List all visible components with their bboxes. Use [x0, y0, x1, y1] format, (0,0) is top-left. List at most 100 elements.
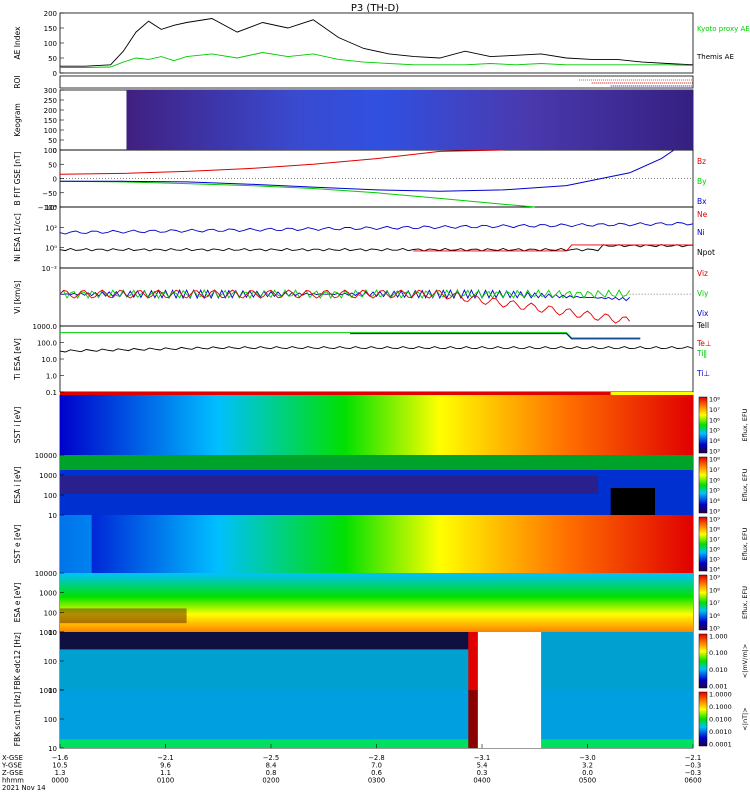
- density-ne-line: [413, 244, 693, 252]
- ytick-bfield: −100: [38, 204, 57, 212]
- esa-i-band: [610, 488, 656, 515]
- velocity-line: [59, 288, 631, 302]
- colorbar-tick: 0.0100: [709, 716, 732, 724]
- colorbar-tick: 10⁸: [709, 396, 720, 404]
- panel-roi: [59, 75, 694, 89]
- colorbar-tick: 0.010: [709, 666, 728, 674]
- xtick-label: −2.1: [157, 754, 174, 762]
- ytick-ae: 0: [53, 70, 57, 78]
- fbk-b-gap: [477, 690, 542, 748]
- ytick-density: 10²: [45, 224, 57, 232]
- xtick-label: −0.3: [685, 769, 702, 777]
- xtick-label: 9.6: [160, 762, 171, 770]
- esa-e-band: [60, 608, 187, 624]
- esa-i-band: [60, 476, 599, 494]
- ytick-esa_i: 10000: [35, 452, 57, 460]
- ytick-esa_e: 100: [44, 609, 57, 617]
- ytick-fbk_e: 1000: [39, 629, 57, 637]
- ytick-keogram: 150: [44, 117, 57, 125]
- colorbar-tick: 10⁵: [709, 427, 720, 435]
- colorbar-fbk_b: [698, 691, 708, 747]
- ytick-keogram: 250: [44, 97, 57, 105]
- velocity-line: [59, 289, 631, 300]
- velocity-line: [59, 289, 631, 324]
- xtick-label: −0.3: [685, 762, 702, 770]
- xtick-label: 0.8: [266, 769, 277, 777]
- colorbar-tick: 1.000: [709, 633, 728, 641]
- colorbar-tick: 10⁷: [709, 406, 720, 414]
- sst-e-spectrogram: [60, 515, 693, 573]
- ytick-temperature: 1.0: [46, 373, 57, 381]
- temperature-legend-entry: Ti‖: [696, 349, 707, 358]
- colorbar-tick: 10³: [709, 508, 720, 516]
- ytick-esa_e: 1000: [39, 590, 57, 598]
- colorbar-esa_i: [698, 456, 708, 514]
- ae-legend-entry: Kyoto proxy AE: [697, 25, 750, 33]
- plot-title: P3 (TH-D): [351, 3, 399, 14]
- bfield-legend-entry: Bz: [697, 157, 706, 166]
- ylabel-fbk_e: FBK edc12 [Hz]: [13, 632, 22, 690]
- temperature-ti-perp-line: [350, 333, 641, 340]
- colorbar-tick: 10⁶: [709, 546, 720, 554]
- density-legend-entry: Ni: [697, 228, 705, 237]
- colorbar-tick: 10⁹: [709, 516, 720, 524]
- colorbar-label: <|mV/m|>: [741, 644, 749, 679]
- ytick-keogram: 100: [44, 127, 57, 135]
- fbk-b-spectrogram: [60, 690, 693, 748]
- data-marks: [59, 18, 694, 748]
- colorbar-tick: 10⁵: [709, 487, 720, 495]
- ytick-bfield: 50: [48, 161, 57, 169]
- colorbar-label: Eflux, EFU: [741, 527, 749, 560]
- xtick-label: 0300: [368, 777, 385, 785]
- ylabel-temperature: Ti ESA [eV]: [13, 338, 22, 381]
- colorbar-tick: 10³: [709, 448, 720, 456]
- colorbar-tick: 10⁶: [709, 476, 720, 484]
- density-legend-entry: Npot: [697, 248, 715, 257]
- fbk-b-burst: [468, 690, 478, 748]
- bfield-legend-entry: Bx: [697, 197, 707, 206]
- colorbar-label: Eflux, EFU: [741, 468, 749, 501]
- colorbar-tick: 10⁸: [709, 586, 720, 594]
- bfield-series-line: [59, 180, 535, 208]
- xtick-label: −3.1: [474, 754, 491, 762]
- xtick-label: 8.4: [266, 762, 277, 770]
- status-bar: [60, 392, 611, 396]
- ylabel-roi: ROI: [13, 75, 22, 88]
- ylabel-keogram: Keogram: [13, 103, 22, 137]
- xtick-label: 0100: [157, 777, 174, 785]
- ytick-fbk_b: 100: [44, 716, 57, 724]
- colorbar-tick: 10⁵: [709, 556, 720, 564]
- fbk-b-band: [60, 739, 693, 748]
- colorbars: 10⁸ 10⁷ 10⁶ 10⁵ 10⁴ 10³ Eflux, EFU 10⁸ 10⁷ 10⁶ 10⁵…: [698, 396, 749, 749]
- fbk-e-burst: [468, 632, 478, 690]
- ytick-keogram: 50: [48, 137, 57, 145]
- ytick-keogram: 300: [44, 87, 57, 95]
- ytick-bfield: 0: [53, 176, 57, 184]
- xaxis-row-label: X-GSE: [2, 754, 23, 762]
- ytick-ae: 100: [44, 40, 57, 48]
- ytick-fbk_b: 10: [48, 745, 57, 753]
- colorbar-label: Eflux, EFU: [741, 408, 749, 441]
- xtick-label: −2.1: [685, 754, 702, 762]
- colorbar-tick: 10⁷: [709, 466, 720, 474]
- bfield-series-line: [59, 149, 504, 175]
- colorbar-label: <|nT|>: [741, 707, 749, 730]
- xtick-label: 0400: [473, 777, 490, 785]
- ytick-keogram: 200: [44, 107, 57, 115]
- ylabel-sst_i: SST i [eV]: [13, 407, 22, 444]
- xtick-label: 5.4: [477, 762, 488, 770]
- xaxis-row-label: 2021 Nov 14: [2, 784, 46, 792]
- ylabel-velocity: Vi [km/s]: [13, 280, 22, 313]
- ytick-fbk_e: 100: [44, 658, 57, 666]
- temperature-ti-par-line: [60, 332, 641, 339]
- ytick-esa_e: 10: [48, 629, 57, 637]
- fbk-e-band: [60, 632, 472, 650]
- colorbar-fbk_e: [698, 633, 708, 689]
- xtick-label: 7.0: [371, 762, 382, 770]
- xtick-label: 0.6: [371, 769, 382, 777]
- ytick-esa_i: 10: [48, 512, 57, 520]
- ytick-fbk_b: 1000: [39, 687, 57, 695]
- ae-series-line: [60, 52, 694, 68]
- ytick-ae: 50: [48, 55, 57, 63]
